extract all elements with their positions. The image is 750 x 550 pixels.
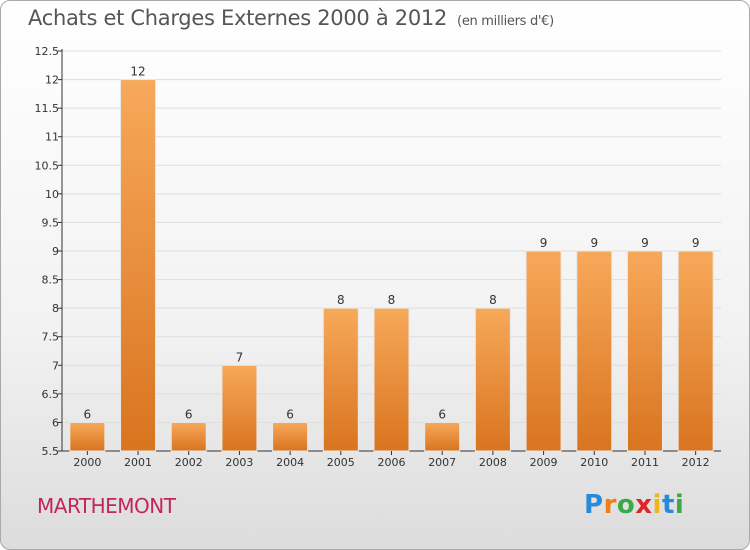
x-tick-label: 2001 — [124, 456, 152, 469]
data-label: 12 — [130, 65, 145, 79]
x-tick-label: 2008 — [479, 456, 507, 469]
x-tick-label: 2000 — [73, 456, 101, 469]
bar — [474, 307, 511, 452]
data-label: 6 — [185, 407, 193, 421]
logo-letter: x — [635, 490, 653, 520]
data-label: 9 — [641, 236, 649, 250]
logo-letter: r — [603, 490, 617, 520]
data-label: 8 — [337, 293, 345, 307]
y-tick-label: 11 — [45, 131, 59, 144]
bar — [322, 307, 359, 452]
data-label: 8 — [388, 293, 396, 307]
logo-letter: o — [616, 490, 636, 520]
y-tick-label: 9.5 — [42, 216, 60, 229]
data-label: 7 — [236, 350, 244, 364]
y-tick-label: 8 — [52, 302, 59, 315]
y-tick-label: 6.5 — [42, 388, 60, 401]
bar — [120, 79, 157, 452]
bar — [424, 421, 461, 452]
x-tick-label: 2009 — [530, 456, 558, 469]
data-label: 9 — [540, 236, 548, 250]
bar — [272, 421, 309, 452]
y-tick-label: 10.5 — [35, 159, 60, 172]
x-tick-label: 2002 — [175, 456, 203, 469]
bar — [69, 421, 106, 452]
bar — [576, 250, 613, 452]
bar — [677, 250, 714, 452]
x-tick-label: 2010 — [580, 456, 608, 469]
data-label: 8 — [489, 293, 497, 307]
bar — [373, 307, 410, 452]
logo-letter: i — [674, 490, 685, 520]
logo-letter: t — [661, 490, 675, 520]
data-label: 9 — [590, 236, 598, 250]
bar — [626, 250, 663, 452]
data-label: 9 — [692, 236, 700, 250]
x-tick-label: 2006 — [378, 456, 406, 469]
y-tick-label: 5.5 — [42, 445, 60, 458]
data-label: 6 — [438, 407, 446, 421]
x-tick-label: 2007 — [428, 456, 456, 469]
y-tick-label: 12.5 — [35, 45, 60, 58]
y-tick-label: 8.5 — [42, 274, 60, 287]
logo-letter: P — [584, 490, 604, 520]
bar — [525, 250, 562, 452]
chart-subtitle: (en milliers d'€) — [457, 14, 554, 29]
y-tick-label: 11.5 — [35, 102, 60, 115]
bar — [221, 364, 258, 452]
logo-letter: i — [652, 490, 662, 520]
commune-name: MARTHEMONT — [37, 494, 176, 518]
chart-title: Achats et Charges Externes 2000 à 2012 (e… — [28, 6, 554, 30]
x-tick-label: 2011 — [631, 456, 659, 469]
x-tick-label: 2004 — [276, 456, 304, 469]
y-tick-label: 10 — [45, 188, 59, 201]
chart-title-text: Achats et Charges Externes 2000 à 2012 — [28, 6, 448, 30]
data-label: 6 — [84, 407, 92, 421]
x-tick-label: 2003 — [225, 456, 253, 469]
data-label: 6 — [286, 407, 294, 421]
x-tick-label: 2012 — [682, 456, 710, 469]
x-tick-label: 2005 — [327, 456, 355, 469]
y-tick-label: 9 — [52, 245, 59, 258]
y-tick-label: 12 — [45, 74, 59, 87]
y-tick-label: 7 — [52, 359, 59, 372]
y-tick-label: 7.5 — [42, 331, 60, 344]
proxiti-logo[interactable]: Proxiti — [584, 490, 684, 520]
bar — [170, 421, 207, 452]
y-tick-label: 6 — [52, 416, 59, 429]
